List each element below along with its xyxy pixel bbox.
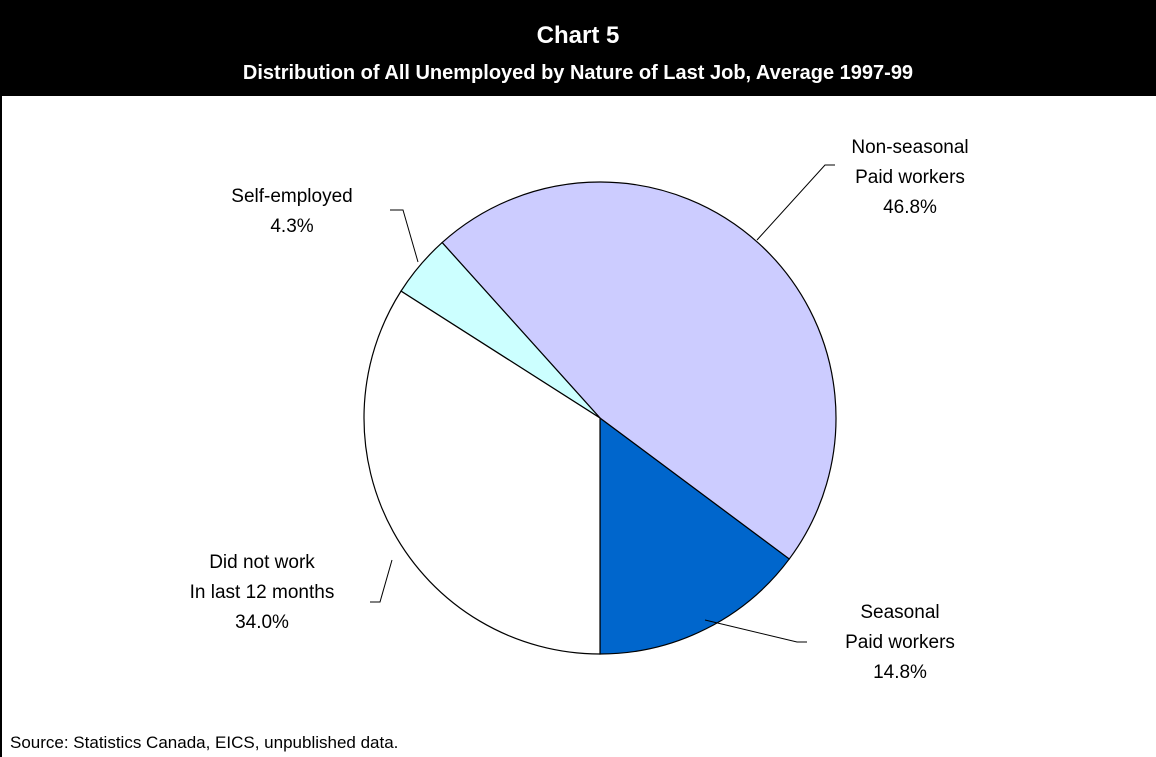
chart-title: Chart 5 — [537, 22, 620, 49]
header-bar — [0, 0, 1156, 96]
pie-slice — [363, 290, 601, 655]
slice-label: Seasonal Paid workers — [845, 602, 955, 653]
slice-label: Did not work In last 12 months — [190, 552, 335, 603]
pie-slice — [599, 416, 791, 655]
leader-line — [370, 559, 393, 603]
leader-line — [756, 164, 835, 241]
slice-value-label: 4.3% — [270, 216, 313, 237]
slice-label: Non-seasonal Paid workers — [851, 137, 968, 188]
slice-value-label: 14.8% — [873, 662, 927, 683]
leader-line — [390, 209, 419, 263]
chart-subtitle: Distribution of All Unemployed by Nature… — [243, 62, 913, 84]
source-note: Source: Statistics Canada, EICS, unpubli… — [10, 733, 398, 752]
leader-line — [704, 619, 807, 643]
slice-value-label: 46.8% — [883, 197, 937, 218]
pie-slice — [441, 181, 837, 560]
slice-value-label: 34.0% — [235, 612, 289, 633]
slice-label: Self-employed — [231, 186, 352, 207]
